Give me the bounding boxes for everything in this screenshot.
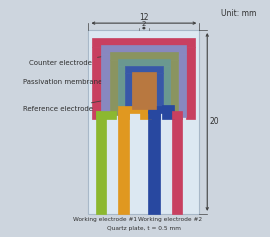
Text: 2: 2 <box>142 21 146 27</box>
Bar <box>118 106 140 113</box>
Bar <box>101 45 187 54</box>
Bar <box>187 47 195 119</box>
Text: Reference electrode: Reference electrode <box>23 99 107 112</box>
Text: 12: 12 <box>139 13 149 22</box>
Bar <box>92 38 195 47</box>
Bar <box>89 30 199 214</box>
Bar <box>178 54 187 117</box>
Bar <box>118 66 125 113</box>
Bar <box>172 111 181 119</box>
Bar <box>101 54 110 117</box>
Bar <box>148 106 166 113</box>
Bar <box>125 66 163 73</box>
Text: Passivation membrane: Passivation membrane <box>23 75 104 85</box>
Bar <box>162 105 174 119</box>
Bar <box>96 111 116 119</box>
Bar <box>118 59 170 66</box>
Bar <box>170 60 178 115</box>
Bar <box>110 60 118 115</box>
Bar <box>148 113 160 214</box>
Bar <box>156 73 163 111</box>
Bar <box>110 52 178 60</box>
Bar <box>148 111 160 119</box>
Text: Working electrode #2: Working electrode #2 <box>138 217 202 222</box>
Text: Working electrode #1: Working electrode #1 <box>73 217 137 222</box>
Bar <box>125 73 132 111</box>
Text: Quartz plate, t = 0.5 mm: Quartz plate, t = 0.5 mm <box>107 226 181 231</box>
Bar <box>132 72 156 109</box>
Bar <box>172 111 181 214</box>
Bar <box>163 66 170 113</box>
Bar <box>118 113 129 214</box>
Bar <box>96 111 106 214</box>
Text: Counter electrode: Counter electrode <box>29 55 104 66</box>
Bar <box>118 111 129 119</box>
Bar <box>140 105 151 119</box>
Text: Unit: mm: Unit: mm <box>221 9 256 18</box>
Text: 20: 20 <box>209 118 219 127</box>
Bar <box>92 47 101 119</box>
